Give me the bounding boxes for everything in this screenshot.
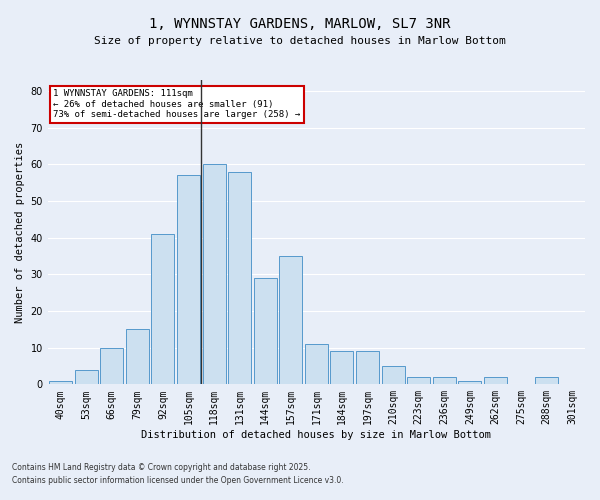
Bar <box>484 377 507 384</box>
Text: Contains public sector information licensed under the Open Government Licence v3: Contains public sector information licen… <box>12 476 344 485</box>
Bar <box>407 377 430 384</box>
Text: Size of property relative to detached houses in Marlow Bottom: Size of property relative to detached ho… <box>94 36 506 46</box>
Bar <box>280 256 302 384</box>
Bar <box>382 366 404 384</box>
Bar <box>228 172 251 384</box>
X-axis label: Distribution of detached houses by size in Marlow Bottom: Distribution of detached houses by size … <box>142 430 491 440</box>
Bar <box>535 377 558 384</box>
Bar <box>151 234 175 384</box>
Bar <box>74 370 98 384</box>
Bar <box>49 380 72 384</box>
Bar <box>177 176 200 384</box>
Bar <box>126 330 149 384</box>
Bar <box>203 164 226 384</box>
Bar <box>100 348 123 385</box>
Bar <box>433 377 456 384</box>
Bar <box>356 352 379 384</box>
Text: 1, WYNNSTAY GARDENS, MARLOW, SL7 3NR: 1, WYNNSTAY GARDENS, MARLOW, SL7 3NR <box>149 18 451 32</box>
Bar <box>305 344 328 385</box>
Text: Contains HM Land Registry data © Crown copyright and database right 2025.: Contains HM Land Registry data © Crown c… <box>12 464 311 472</box>
Y-axis label: Number of detached properties: Number of detached properties <box>15 142 25 323</box>
Bar <box>254 278 277 384</box>
Bar <box>331 352 353 384</box>
Bar <box>458 380 481 384</box>
Text: 1 WYNNSTAY GARDENS: 111sqm
← 26% of detached houses are smaller (91)
73% of semi: 1 WYNNSTAY GARDENS: 111sqm ← 26% of deta… <box>53 89 301 119</box>
